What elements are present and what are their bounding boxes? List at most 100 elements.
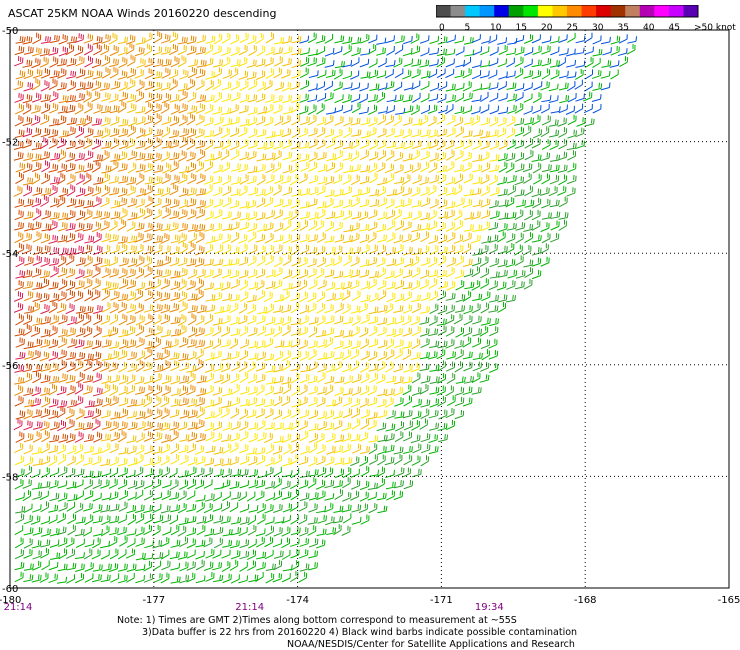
wind-barb: [75, 92, 85, 103]
wind-barb: [212, 338, 222, 350]
wind-barb: [427, 115, 437, 127]
wind-barb: [411, 68, 421, 79]
wind-barb: [567, 174, 577, 185]
wind-barb: [394, 199, 405, 209]
wind-barb: [222, 69, 232, 80]
wind-barb: [143, 304, 154, 313]
wind-barb: [238, 315, 248, 325]
wind-barb: [445, 83, 456, 92]
wind-barb: [472, 129, 484, 137]
wind-barb: [118, 139, 129, 150]
wind-barb: [369, 189, 380, 197]
wind-barb: [57, 255, 67, 268]
wind-barb: [48, 350, 59, 361]
wind-barb: [92, 479, 102, 490]
wind-barb: [308, 211, 319, 221]
wind-barb: [93, 245, 103, 255]
wind-barb: [195, 231, 205, 244]
wind-barb: [350, 174, 360, 186]
wind-barb: [14, 45, 25, 56]
wind-barb: [360, 71, 371, 79]
wind-barb: [75, 408, 85, 420]
wind-barb: [282, 57, 292, 67]
wind-barb: [290, 233, 301, 243]
wind-barb: [281, 115, 291, 126]
wind-barb: [540, 187, 550, 196]
wind-barb: [82, 313, 92, 326]
wind-barb: [565, 105, 575, 115]
wind-barb: [282, 282, 293, 291]
wind-barb: [221, 326, 230, 337]
wind-barb: [342, 152, 353, 161]
wind-barb: [558, 127, 567, 138]
wind-barb: [179, 434, 190, 442]
wind-barb: [58, 502, 68, 512]
wind-barb: [48, 137, 58, 149]
wind-barb: [84, 562, 94, 572]
wind-barb: [187, 456, 198, 466]
wind-barb: [31, 172, 40, 185]
wind-barb: [169, 257, 180, 267]
wind-barb: [298, 571, 308, 583]
wind-barb: [143, 524, 153, 536]
wind-barb: [239, 550, 250, 560]
wind-barb: [67, 444, 77, 455]
wind-barb: [420, 338, 430, 348]
wind-barb: [281, 316, 292, 326]
wind-barb: [32, 161, 42, 172]
wind-barb: [179, 574, 189, 584]
wind-barb: [445, 104, 454, 115]
wind-barb: [342, 387, 353, 396]
wind-barb: [454, 69, 465, 79]
wind-barb: [307, 246, 318, 255]
wind-barb: [109, 395, 119, 407]
wind-barb: [342, 36, 353, 44]
wind-barb: [515, 232, 524, 244]
wind-barb: [265, 316, 276, 326]
wind-barb: [196, 501, 205, 513]
wind-barb: [135, 172, 145, 186]
wind-barb: [540, 81, 550, 91]
wind-barb: [214, 374, 224, 384]
wind-barb: [283, 210, 293, 220]
wind-barb: [152, 560, 162, 571]
wind-barb: [549, 174, 560, 185]
wind-barb: [592, 82, 603, 92]
wind-barb: [153, 325, 163, 336]
wind-barb: [75, 187, 86, 197]
wind-barb: [118, 118, 129, 127]
wind-barb: [40, 127, 51, 138]
wind-barb: [127, 362, 138, 373]
wind-barb: [48, 338, 59, 349]
wind-barb: [531, 138, 541, 149]
wind-barb: [204, 385, 214, 395]
wind-barb: [437, 395, 446, 407]
wind-barb: [334, 35, 345, 44]
wind-barb: [222, 118, 233, 127]
wind-barb: [332, 255, 342, 267]
wind-barb: [212, 268, 222, 279]
wind-barb: [32, 550, 42, 560]
wind-barb: [204, 352, 215, 362]
wind-barb: [15, 410, 26, 420]
wind-barb: [152, 314, 162, 326]
wind-barb: [369, 372, 379, 384]
wind-barb: [412, 210, 422, 221]
wind-barb: [507, 104, 517, 114]
wind-barb: [136, 421, 146, 431]
wind-barb: [161, 340, 172, 350]
wind-barb: [290, 317, 302, 326]
wind-barb: [507, 269, 518, 279]
x-tick-label: -174: [286, 595, 309, 606]
wind-barb: [497, 269, 508, 278]
wind-barb: [290, 338, 301, 348]
wind-barb: [463, 268, 474, 278]
wind-barb: [74, 102, 84, 115]
wind-barb: [437, 234, 448, 244]
wind-barb: [524, 199, 535, 208]
wind-barb: [343, 224, 354, 233]
wind-barb: [56, 195, 66, 208]
wind-barb: [395, 107, 406, 115]
wind-barb: [14, 328, 25, 337]
wind-barb: [221, 458, 232, 467]
